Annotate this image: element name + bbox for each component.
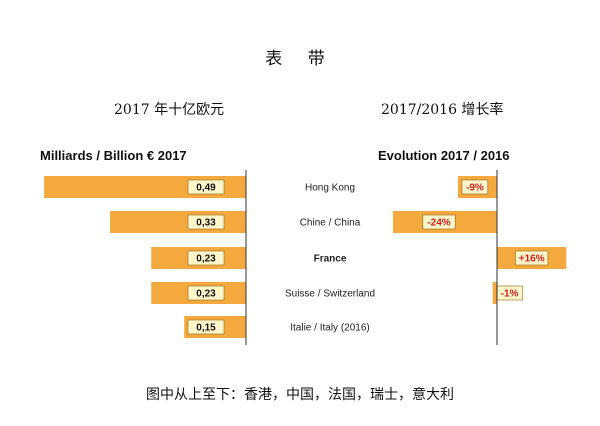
left-value-box-3	[187, 285, 225, 301]
category-label-1: Chine / China	[300, 218, 361, 229]
category-label-4: Italie / Italy (2016)	[290, 323, 369, 334]
left-value-label-2: 0,23	[196, 254, 216, 265]
left-value-label-4: 0,15	[196, 323, 216, 334]
right-value-label-3: -1%	[501, 289, 519, 300]
right-bars: -9% -24% +16% -1%	[393, 176, 567, 304]
left-value-box-2	[187, 250, 225, 266]
left-bars: 0,49 0,33 0,23 0,23 0,15	[44, 176, 247, 338]
right-value-box-2	[515, 250, 549, 266]
right-value-label-1: -24%	[427, 218, 450, 229]
category-label-2: France	[314, 254, 347, 265]
left-value-label-1: 0,33	[196, 218, 216, 229]
subtitle-left: 2017 年十亿欧元	[114, 102, 225, 118]
left-value-label-3: 0,23	[196, 289, 216, 300]
right-value-label-0: -9%	[466, 183, 484, 194]
left-bar-1	[110, 211, 246, 233]
left-value-label-0: 0,49	[196, 183, 216, 194]
category-label-3: Suisse / Switzerland	[285, 289, 375, 300]
subtitle-right: 2017/2016 增长率	[381, 102, 504, 118]
right-value-box-0	[461, 179, 489, 195]
right-value-box-1	[422, 214, 456, 230]
left-value-box-4	[187, 319, 225, 335]
category-labels: Hong Kong Chine / China France Suisse / Swi…	[285, 183, 375, 334]
category-label-0: Hong Kong	[305, 183, 355, 194]
right-chart-title: Evolution 2017 / 2016	[378, 148, 510, 163]
left-value-box-1	[187, 214, 225, 230]
left-value-box-0	[187, 179, 225, 195]
left-chart-title: Milliards / Billion € 2017	[40, 148, 187, 163]
page-title: 表 带	[265, 49, 335, 69]
right-bar-3	[492, 282, 497, 304]
right-value-label-2: +16%	[519, 254, 545, 265]
caption: 图中从上至下：香港，中国，法国，瑞士，意大利	[146, 387, 454, 403]
